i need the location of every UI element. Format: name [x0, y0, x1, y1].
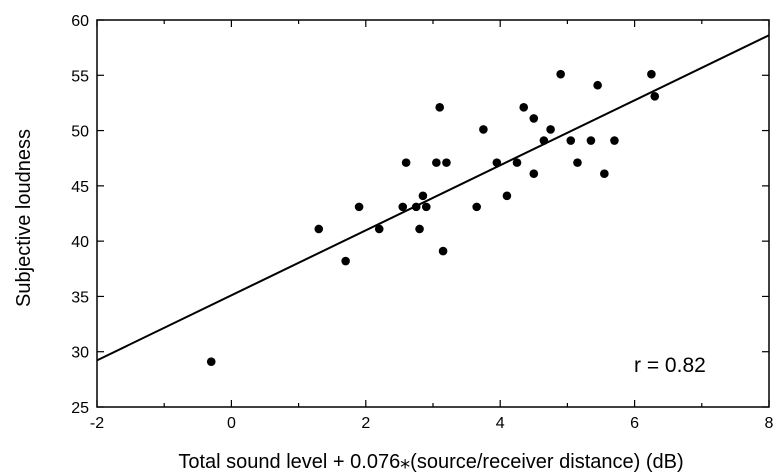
data-point	[401, 158, 411, 167]
data-point	[418, 191, 428, 201]
x-tick-labels: -2 0 2 4 6 8	[90, 415, 774, 432]
plot-frame	[96, 19, 770, 408]
regression-line	[96, 34, 770, 362]
data-point	[573, 158, 582, 167]
y-tick-label: 60	[71, 13, 89, 30]
x-tick-label: 0	[227, 415, 236, 432]
data-point	[529, 169, 539, 178]
data-point	[556, 69, 565, 79]
y-tick-label: 45	[71, 179, 89, 196]
x-tick-label: 2	[361, 415, 370, 432]
data-point	[512, 158, 522, 167]
y-tick-label: 30	[71, 345, 89, 362]
data-point	[539, 136, 549, 145]
regression-line-group	[96, 34, 770, 362]
axis-ticks	[96, 19, 770, 408]
data-point	[206, 357, 216, 366]
x-tick-label: 6	[630, 415, 639, 432]
data-point	[566, 136, 576, 145]
data-point	[398, 202, 408, 212]
data-point	[354, 202, 364, 212]
y-tick-label: 55	[71, 68, 89, 85]
data-points	[206, 69, 660, 366]
data-point	[650, 91, 660, 101]
correlation-annotation: r = 0.82	[634, 354, 706, 377]
data-point	[502, 191, 512, 201]
data-point	[432, 158, 441, 167]
x-tick-label: 4	[496, 415, 505, 432]
y-tick-labels: 25 30 35 40 45 50 55 60	[71, 13, 89, 417]
data-point	[647, 69, 656, 79]
data-point	[593, 80, 602, 90]
data-point	[415, 224, 424, 234]
y-tick-label: 50	[71, 124, 89, 141]
x-axis-label: Total sound level + 0.076⁎(source/receiv…	[178, 451, 683, 473]
data-point	[492, 158, 502, 167]
data-point	[610, 136, 619, 145]
y-tick-label: 35	[71, 289, 89, 306]
y-tick-label: 40	[71, 234, 89, 251]
data-point	[314, 224, 324, 234]
x-tick-label: -2	[90, 415, 104, 432]
data-point	[374, 224, 384, 234]
data-point	[341, 256, 350, 266]
data-point	[438, 246, 448, 256]
data-point	[421, 202, 431, 212]
data-point	[586, 136, 596, 145]
data-point	[529, 114, 539, 123]
y-axis-label: Subjective loudness	[13, 129, 35, 307]
plot-frame-rect	[96, 19, 770, 408]
x-tick-label: 8	[765, 415, 774, 432]
data-point	[479, 125, 488, 134]
data-point	[442, 158, 451, 167]
data-point	[546, 125, 555, 134]
data-point	[411, 202, 421, 212]
y-tick-label: 25	[71, 400, 89, 417]
data-point	[519, 103, 529, 112]
data-point	[600, 169, 609, 178]
data-point	[435, 103, 445, 112]
data-point	[472, 202, 481, 212]
